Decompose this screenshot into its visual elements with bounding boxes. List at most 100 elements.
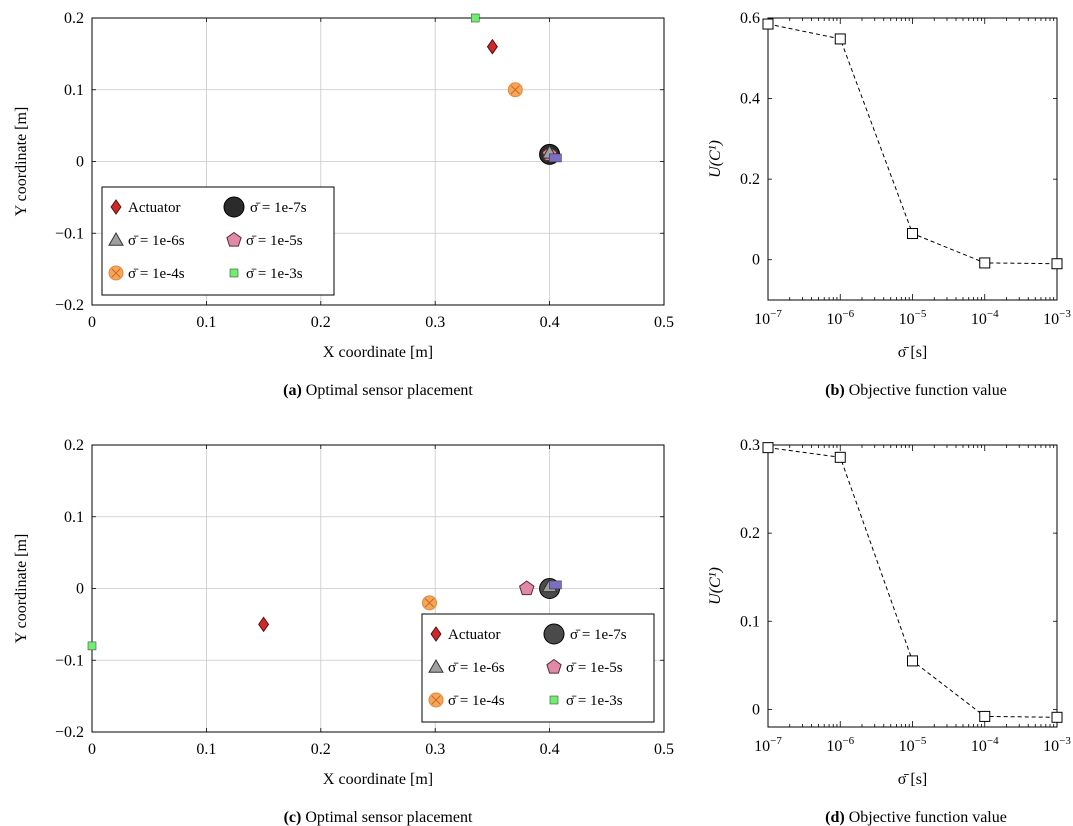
legend-entry: Actuator — [128, 200, 180, 216]
data-point — [979, 710, 991, 722]
tick-exponent: −6 — [842, 308, 854, 320]
legend-entry: σ̄ = 1e-5s — [246, 233, 303, 249]
data-point — [834, 33, 846, 45]
caption-text: Objective function value — [845, 382, 1007, 399]
y-tick-label: 0.1 — [64, 509, 84, 526]
x-tick-label: 10−4 — [971, 735, 999, 755]
legend-entry: Actuator — [448, 627, 500, 643]
chart-b: 10−7 10−6 10−5 10−4 10−300.20.40.6σ̄ [s]U(C¹… — [707, 10, 1071, 399]
y-tick-label: 0.2 — [64, 437, 84, 454]
y-tick-label: −0.2 — [55, 724, 84, 741]
y-tick-label: −0.1 — [55, 225, 84, 242]
x-tick-label: 10−3 — [1043, 735, 1071, 755]
data-point — [519, 580, 535, 596]
data-point — [470, 13, 480, 23]
tick-base: 10 — [899, 311, 915, 328]
data-point — [87, 641, 97, 651]
series-line — [767, 23, 1058, 265]
legend-entry: σ̄ = 1e-6s — [128, 233, 185, 249]
legend-marker — [549, 695, 559, 705]
x-tick-label: 10−4 — [971, 308, 999, 328]
legend-marker-cross-b — [111, 268, 121, 278]
data-point — [258, 616, 270, 633]
tick-base: 10 — [1043, 311, 1059, 328]
x-axis-label: X coordinate [m] — [323, 771, 433, 788]
caption-b: (b) Objective function value — [825, 382, 1007, 399]
legend-marker — [108, 265, 124, 281]
tick-exponent: −5 — [915, 735, 927, 747]
caption-label: (a) — [283, 382, 302, 399]
data-point-cross-b — [510, 85, 520, 95]
data-point — [507, 82, 523, 98]
caption-text: Optimal sensor placement — [301, 809, 473, 826]
x-tick-label: 10−3 — [1043, 308, 1071, 328]
legend-marker — [428, 658, 444, 673]
legend-entry: σ̄ = 1e-7s — [570, 627, 627, 643]
data-point — [1051, 711, 1063, 723]
data-point — [421, 595, 437, 611]
x-tick-label: 10−5 — [899, 308, 927, 328]
x-tick-label: 10−7 — [754, 735, 782, 755]
legend-entry: σ̄ = 1e-4s — [128, 266, 185, 282]
plot-frame — [767, 17, 1058, 301]
data-point-cross-b — [424, 598, 435, 608]
y-tick-label: 0 — [752, 252, 760, 269]
legend-marker — [226, 231, 242, 247]
legend-entry: σ̄ = 1e-4s — [448, 693, 505, 709]
x-tick-label: 10−7 — [754, 308, 782, 328]
data-point — [834, 451, 846, 463]
series-line — [767, 447, 1058, 718]
y-axis-label: U(C¹) — [707, 140, 724, 178]
y-axis-label: Y coordinate [m] — [13, 534, 30, 644]
data-point — [486, 38, 498, 55]
caption-text: Objective function value — [845, 809, 1007, 826]
tick-exponent: −5 — [915, 308, 927, 320]
plot-frame — [767, 444, 1058, 728]
y-tick-label: 0 — [76, 581, 84, 598]
tick-exponent: −7 — [770, 735, 782, 747]
legend-marker — [543, 623, 565, 645]
tick-exponent: −3 — [1059, 735, 1071, 747]
x-axis-label: X coordinate [m] — [323, 344, 433, 361]
caption-label: (c) — [284, 809, 302, 826]
x-tick-label: 0.4 — [540, 741, 560, 758]
x-tick-label: 10−5 — [899, 735, 927, 755]
caption-label: (d) — [825, 809, 845, 826]
x-tick-label: 0.3 — [425, 314, 445, 331]
x-axis-label: σ̄ [s] — [898, 344, 928, 361]
legend-marker-cross-b — [431, 695, 441, 705]
tick-base: 10 — [826, 738, 842, 755]
data-point — [762, 18, 774, 30]
tick-exponent: −6 — [842, 735, 854, 747]
x-tick-label: 0.4 — [540, 314, 560, 331]
y-tick-label: 0.4 — [740, 91, 760, 108]
y-tick-label: 0 — [76, 154, 84, 171]
chart-c: 0 0.1 0.2 0.3 0.4 0.5 −0.2 −0.1 0 0.1 0.2 X coordin… — [13, 437, 674, 826]
y-tick-label: 0 — [752, 701, 760, 718]
chart-a: 0 0.1 0.2 0.3 0.4 0.5 −0.2 −0.1 0 0.1 0.2 X coordin… — [13, 10, 674, 399]
legend-marker — [110, 199, 122, 215]
x-tick-label: 0.5 — [654, 741, 674, 758]
data-point — [1051, 258, 1063, 270]
caption-d: (d) Objective function value — [825, 809, 1007, 826]
x-tick-label: 10−6 — [826, 308, 854, 328]
data-point — [549, 580, 562, 590]
tick-base: 10 — [971, 311, 987, 328]
x-tick-label: 0.3 — [425, 741, 445, 758]
legend-entry: σ̄ = 1e-7s — [250, 200, 307, 216]
x-tick-label: 0.2 — [311, 314, 331, 331]
legend-entry: σ̄ = 1e-3s — [246, 266, 303, 282]
legend: Actuator σ̄ = 1e-7s σ̄ = 1e-6s σ̄ = 1e-5s σ̄… — [101, 186, 335, 296]
caption-label: (b) — [825, 382, 845, 399]
legend-entry: σ̄ = 1e-5s — [566, 660, 623, 676]
caption-a: (a) Optimal sensor placement — [283, 382, 473, 399]
y-tick-label: 0.2 — [740, 171, 760, 188]
legend-marker — [108, 231, 124, 246]
x-tick-label: 0 — [88, 741, 96, 758]
legend: Actuator σ̄ = 1e-7s σ̄ = 1e-6s σ̄ = 1e-5s σ̄… — [421, 613, 655, 723]
tick-base: 10 — [899, 738, 915, 755]
data-point — [907, 655, 918, 667]
tick-base: 10 — [826, 311, 842, 328]
y-axis-label: U(C¹) — [707, 567, 724, 605]
tick-exponent: −3 — [1059, 308, 1071, 320]
